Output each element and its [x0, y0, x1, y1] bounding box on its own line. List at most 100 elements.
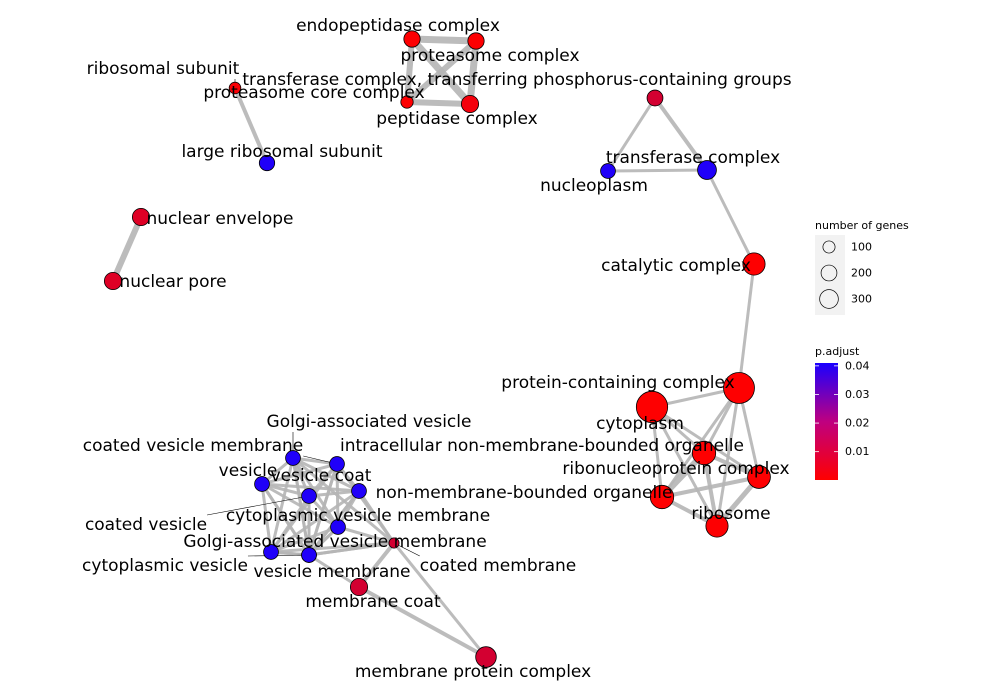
p-adjust-colorbar: [815, 363, 838, 480]
node-coated_vesicle[interactable]: [301, 488, 317, 504]
edge-nmbo-ribonucleoprotein: [661, 475, 760, 499]
node-label-cytoplasmic_vesicle_membrane: cytoplasmic vesicle membrane: [226, 506, 490, 526]
edge-transferase-catalytic: [705, 169, 756, 265]
node-label-ribosome: ribosome: [691, 504, 770, 524]
node-nmbo[interactable]: [649, 484, 675, 510]
node-label-ribosomal_subunit: ribosomal subunit: [87, 59, 240, 79]
edge-transferase_phospho-nucleoplasm: [606, 97, 657, 172]
node-golgi_vesicle[interactable]: [285, 450, 301, 466]
node-label-endopeptidase: endopeptidase complex: [296, 16, 500, 36]
node-membrane_protein[interactable]: [475, 646, 497, 668]
colorbar-tick-label: 0.03: [845, 388, 870, 401]
node-label-large_ribosomal: large ribosomal subunit: [181, 142, 382, 162]
size-legend-circle: [819, 289, 839, 309]
node-label-nucleoplasm: nucleoplasm: [540, 176, 648, 196]
colorbar-tick-label: 0.01: [845, 445, 870, 458]
node-intracellular_nmbo[interactable]: [691, 440, 717, 466]
node-label-proteasome: proteasome complex: [400, 46, 579, 66]
colorbar-tick-label: 0.04: [845, 359, 870, 372]
node-ribosomal_subunit[interactable]: [228, 81, 242, 95]
node-label-coated_membrane: coated membrane: [420, 556, 577, 576]
node-label-catalytic: catalytic complex: [601, 256, 751, 276]
size-legend-items: 100 200 300: [815, 235, 872, 315]
label-leader-cytoplasmic_vesicle: [247, 554, 310, 557]
node-label-peptidase: peptidase complex: [376, 109, 537, 129]
edge-coated_membrane-membrane_coat: [357, 541, 396, 589]
node-label-membrane_coat: membrane coat: [305, 592, 441, 612]
edge-coated_membrane-membrane_protein: [392, 542, 488, 658]
node-label-vesicle_coat: vesicle coat: [271, 466, 372, 486]
node-endopeptidase[interactable]: [403, 30, 421, 48]
node-label-nuclear_envelope: nuclear envelope: [146, 209, 293, 229]
edge-membrane_coat-membrane_protein: [358, 585, 487, 659]
node-label-golgi_vesicle_membrane: Golgi-associated vesicle membrane: [183, 532, 486, 552]
node-coated_membrane[interactable]: [388, 537, 400, 549]
node-coated_vesicle_membrane[interactable]: [329, 456, 345, 472]
edge-nuclear_envelope-nuclear_pore: [110, 215, 144, 283]
node-ribonucleoprotein[interactable]: [747, 465, 771, 489]
node-label-membrane_protein: membrane protein complex: [355, 662, 591, 682]
node-large_ribosomal[interactable]: [258, 154, 276, 172]
node-vesicle_membrane[interactable]: [301, 547, 317, 563]
color-legend-title: p.adjust: [815, 345, 860, 358]
nodes-layer: [103, 30, 771, 668]
edge-proteasome_core-peptidase: [406, 99, 471, 107]
node-cytoplasmic_vesicle_membrane[interactable]: [330, 519, 346, 535]
edge-transferase_phospho-transferase: [653, 96, 709, 172]
edge-proteasome-peptidase: [466, 40, 480, 105]
edge-cytoplasm-ribosome: [650, 406, 719, 527]
edge-intracellular_nmbo-ribosome: [702, 452, 719, 527]
size-legend-label: 200: [851, 267, 872, 280]
node-nucleoplasm[interactable]: [600, 163, 616, 179]
node-label-vesicle_membrane: vesicle membrane: [253, 562, 410, 582]
size-legend-label: 100: [851, 241, 872, 254]
edge-catalytic-protein_containing: [737, 263, 756, 389]
node-proteasome_core[interactable]: [400, 95, 414, 109]
edge-endopeptidase-proteasome: [411, 35, 477, 45]
node-proteasome[interactable]: [467, 32, 485, 50]
node-nuclear_pore[interactable]: [103, 271, 123, 291]
node-label-coated_vesicle: coated vesicle: [85, 515, 207, 535]
node-label-transferase: transferase complex: [606, 148, 780, 168]
node-vesicle[interactable]: [254, 476, 270, 492]
color-legend-ticks: 0.04 0.03 0.02 0.01: [815, 359, 870, 458]
node-nuclear_envelope[interactable]: [131, 207, 151, 227]
node-protein_containing[interactable]: [723, 372, 755, 404]
edge-vesicle_coat-coated_vesicle: [308, 489, 360, 498]
node-label-vesicle: vesicle: [219, 461, 278, 481]
colorbar-tick-label: 0.02: [845, 417, 870, 430]
node-golgi_vesicle_membrane[interactable]: [263, 544, 279, 560]
node-label-ribonucleoprotein: ribonucleoprotein complex: [562, 459, 789, 479]
node-labels-layer: endopeptidase complex proteasome complex t…: [82, 16, 792, 682]
node-label-cytoplasm: cytoplasm: [596, 414, 684, 434]
node-label-proteasome_core: proteasome core complex: [203, 83, 424, 103]
node-transferase_phospho[interactable]: [646, 89, 664, 107]
edge-vesicle-vesicle_membrane: [260, 483, 311, 556]
edge-cytoplasmic_vesicle_membrane-golgi_vesicle_membrane: [270, 525, 339, 554]
size-legend-title: number of genes: [815, 219, 909, 232]
edge-coated_vesicle_membrane-vesicle: [261, 462, 338, 486]
edge-proteasome-proteasome_core: [405, 38, 478, 105]
node-label-coated_vesicle_membrane: coated vesicle membrane: [83, 436, 304, 456]
node-cytoplasm[interactable]: [635, 390, 669, 424]
edge-ribosomal_subunit-large_ribosomal: [233, 87, 269, 164]
size-legend-circle: [820, 264, 838, 282]
node-ribosome[interactable]: [705, 514, 729, 538]
edge-cytoplasmic_vesicle_membrane-coated_membrane: [337, 525, 395, 545]
node-membrane_coat[interactable]: [349, 577, 369, 597]
edge-endopeptidase-proteasome_core: [404, 38, 415, 103]
node-label-transferase_phospho: transferase complex, transferring phosph…: [242, 70, 791, 90]
node-label-intracellular_nmbo: intracellular non-membrane-bounded organ…: [340, 436, 744, 456]
node-transferase[interactable]: [697, 160, 717, 180]
node-peptidase[interactable]: [460, 94, 480, 114]
edge-vesicle_coat-golgi_vesicle_membrane: [270, 489, 360, 554]
edge-vesicle-cytoplasmic_vesicle_membrane: [261, 482, 339, 529]
edge-coated_membrane-vesicle_membrane: [308, 541, 395, 557]
node-label-cytoplasmic_vesicle: cytoplasmic vesicle: [82, 556, 248, 576]
edge-vesicle_membrane-membrane_coat: [308, 553, 360, 589]
node-catalytic[interactable]: [742, 252, 766, 276]
node-vesicle_coat[interactable]: [351, 483, 367, 499]
